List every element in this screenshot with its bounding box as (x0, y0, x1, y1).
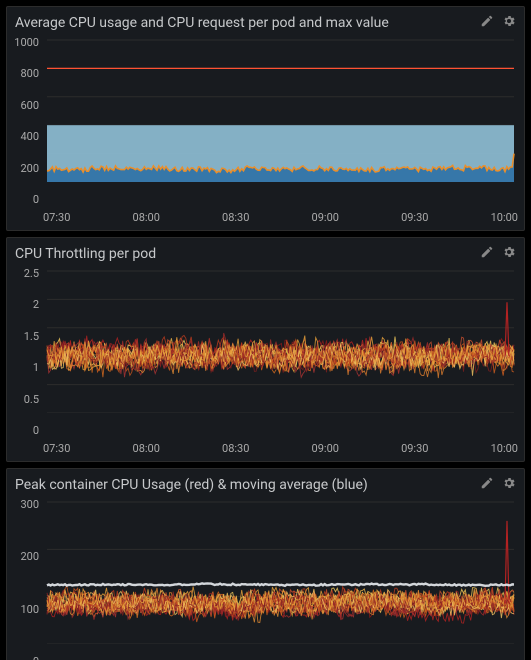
y-tick-label: 1.5 (24, 330, 39, 343)
panel-title: Peak container CPU Usage (red) & moving … (15, 477, 368, 493)
edit-icon[interactable] (480, 244, 494, 263)
y-tick-label: 100 (20, 603, 39, 616)
chart-svg (13, 36, 520, 182)
chart-svg (13, 498, 520, 644)
panel-header: Average CPU usage and CPU request per po… (7, 7, 524, 36)
gear-icon[interactable] (502, 13, 516, 32)
y-tick-label: 0.5 (24, 393, 39, 406)
y-tick-label: 200 (20, 162, 39, 175)
chart-body: 2.5 2 1.5 1 0.5 0 07:30 08:00 08:30 09:00 09:30 10:… (7, 267, 524, 461)
x-tick-label: 08:00 (133, 442, 160, 455)
y-tick-label: 200 (20, 550, 39, 563)
y-tick-label: 0 (33, 193, 39, 206)
gear-icon[interactable] (502, 244, 516, 263)
y-tick-label: 2 (33, 298, 39, 311)
panel-title: Average CPU usage and CPU request per po… (15, 15, 389, 31)
chart-svg (13, 267, 520, 413)
x-tick-label: 08:30 (222, 442, 249, 455)
panel-action-icons (480, 475, 516, 494)
panel-header: Peak container CPU Usage (red) & moving … (7, 469, 524, 498)
x-tick-label: 09:30 (401, 442, 428, 455)
edit-icon[interactable] (480, 13, 494, 32)
y-axis: 300 200 100 0 (11, 498, 39, 660)
panel-p1: Average CPU usage and CPU request per po… (6, 6, 525, 231)
y-tick-label: 300 (20, 498, 39, 511)
y-axis: 2.5 2 1.5 1 0.5 0 (11, 267, 39, 437)
panel-header: CPU Throttling per pod (7, 238, 524, 267)
x-axis: 07:30 08:00 08:30 09:00 09:30 10:00 (43, 211, 518, 224)
gear-icon[interactable] (502, 475, 516, 494)
x-tick-label: 09:30 (401, 211, 428, 224)
x-tick-label: 09:00 (312, 442, 339, 455)
y-tick-label: 1 (33, 361, 39, 374)
x-tick-label: 08:30 (222, 211, 249, 224)
y-tick-label: 800 (20, 67, 39, 80)
panel-title: CPU Throttling per pod (15, 246, 156, 262)
x-tick-label: 10:00 (491, 211, 518, 224)
series-moving-avg (47, 583, 514, 585)
panel-action-icons (480, 244, 516, 263)
y-tick-label: 0 (33, 424, 39, 437)
x-tick-label: 09:00 (312, 211, 339, 224)
y-tick-label: 2.5 (24, 267, 39, 280)
x-tick-label: 07:30 (43, 211, 70, 224)
x-tick-label: 08:00 (133, 211, 160, 224)
edit-icon[interactable] (480, 475, 494, 494)
y-axis: 1000 800 600 400 200 0 (11, 36, 39, 206)
panel-p2: CPU Throttling per pod2.521.510.5007:300… (6, 237, 525, 462)
chart-body: 1000 800 600 400 200 0 07:30 08:00 08:30 09:00 09:… (7, 36, 524, 230)
x-tick-label: 07:30 (43, 442, 70, 455)
y-tick-label: 0 (33, 655, 39, 660)
panel-p3: Peak container CPU Usage (red) & moving … (6, 468, 525, 660)
y-tick-label: 600 (20, 99, 39, 112)
x-tick-label: 10:00 (491, 442, 518, 455)
panel-action-icons (480, 13, 516, 32)
y-tick-label: 1000 (14, 36, 39, 49)
x-axis: 07:30 08:00 08:30 09:00 09:30 10:00 (43, 442, 518, 455)
y-tick-label: 400 (20, 130, 39, 143)
chart-body: 300200100007:3008:0008:3009:0009:3010:00 (7, 498, 524, 660)
